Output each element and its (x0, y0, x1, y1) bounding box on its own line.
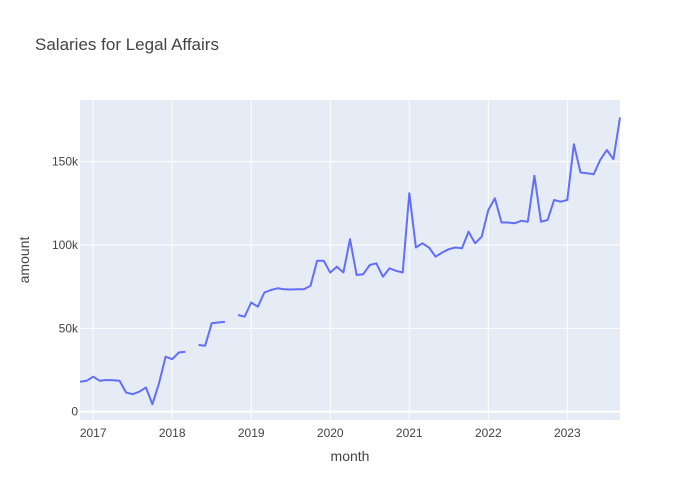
y-tick-label-0: 0 (71, 405, 78, 419)
y-tick-labels: 0 50k 100k 150k (52, 155, 79, 419)
x-tick-labels: 2017 2018 2019 2020 2021 2022 2023 (80, 426, 581, 440)
y-tick-label-150k: 150k (52, 155, 79, 169)
y-gridlines (80, 161, 620, 413)
chart-title: Salaries for Legal Affairs (35, 35, 219, 54)
x-tick-label-2017: 2017 (80, 426, 107, 440)
x-gridlines (92, 100, 568, 420)
series-0-segment-2 (237, 117, 621, 318)
plot-area (80, 100, 620, 420)
x-tick-label-2023: 2023 (554, 426, 581, 440)
y-tick-label-100k: 100k (52, 238, 79, 252)
y-axis-title: amount (16, 237, 32, 284)
x-tick-label-2022: 2022 (475, 426, 502, 440)
series-0-segment-0 (79, 350, 186, 406)
x-axis-title: month (331, 448, 370, 464)
x-tick-label-2019: 2019 (238, 426, 265, 440)
x-tick-label-2021: 2021 (396, 426, 423, 440)
y-tick-label-50k: 50k (59, 321, 79, 335)
series-0-segment-1 (198, 320, 226, 347)
series-lines (79, 117, 621, 406)
x-tick-label-2020: 2020 (317, 426, 344, 440)
x-tick-label-2018: 2018 (159, 426, 186, 440)
